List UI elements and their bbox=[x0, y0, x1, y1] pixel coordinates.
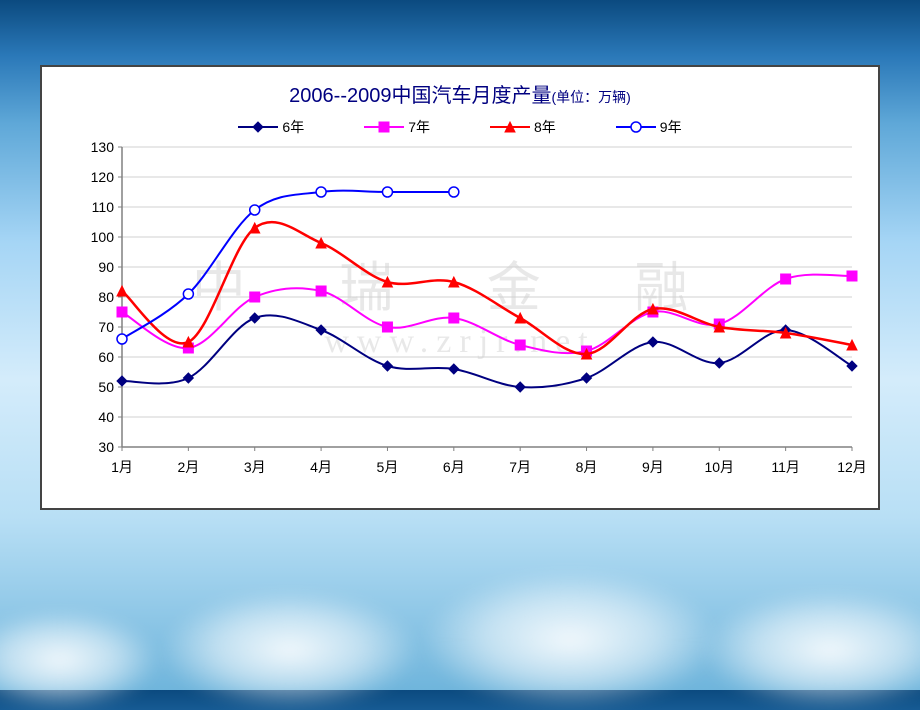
legend-item: 7年 bbox=[364, 117, 430, 137]
ytick-label: 80 bbox=[98, 289, 114, 305]
series-marker bbox=[382, 361, 392, 371]
legend-label: 7年 bbox=[408, 117, 430, 137]
xtick-label: 1月 bbox=[111, 457, 133, 477]
chart-title-main: 2006--2009中国汽车月度产量 bbox=[289, 85, 551, 107]
ytick-label: 130 bbox=[91, 139, 114, 155]
chart-container: 2006--2009中国汽车月度产量(单位：万辆) 6年7年8年9年 中 瑞 金… bbox=[40, 65, 880, 510]
series-marker bbox=[515, 340, 525, 350]
series-marker bbox=[449, 364, 459, 374]
series-marker bbox=[714, 358, 724, 368]
series-marker bbox=[117, 376, 127, 386]
legend-line bbox=[238, 126, 278, 128]
ytick-label: 40 bbox=[98, 409, 114, 425]
legend-line bbox=[616, 126, 656, 128]
ytick-label: 110 bbox=[92, 199, 114, 215]
ytick-label: 100 bbox=[91, 229, 114, 245]
xtick-label: 6月 bbox=[443, 457, 465, 477]
series-marker bbox=[515, 313, 525, 323]
series-line bbox=[122, 275, 852, 354]
series-marker bbox=[382, 322, 392, 332]
series-marker bbox=[250, 205, 260, 215]
xtick-label: 10月 bbox=[704, 457, 734, 477]
ytick-label: 90 bbox=[98, 259, 114, 275]
series-marker bbox=[117, 307, 127, 317]
series-line bbox=[122, 315, 852, 387]
xtick-label: 7月 bbox=[509, 457, 531, 477]
xtick-label: 2月 bbox=[177, 457, 199, 477]
ytick-label: 60 bbox=[98, 349, 114, 365]
xtick-label: 9月 bbox=[642, 457, 664, 477]
ytick-label: 30 bbox=[98, 439, 114, 455]
legend-marker-icon bbox=[377, 120, 391, 134]
legend-item: 8年 bbox=[490, 117, 556, 137]
series-marker bbox=[515, 382, 525, 392]
ytick-label: 120 bbox=[91, 169, 114, 185]
series-marker bbox=[183, 373, 193, 383]
series-marker bbox=[250, 313, 260, 323]
ytick-label: 70 bbox=[98, 319, 114, 335]
decorative-cloud bbox=[420, 570, 720, 710]
xtick-label: 12月 bbox=[837, 457, 867, 477]
series-marker bbox=[781, 274, 791, 284]
series-marker bbox=[648, 337, 658, 347]
plot-area: 304050607080901001101201301月2月3月4月5月6月7月… bbox=[122, 147, 852, 447]
series-marker bbox=[316, 238, 326, 248]
legend-item: 9年 bbox=[616, 117, 682, 137]
legend-marker-icon bbox=[629, 120, 643, 134]
legend-label: 6年 bbox=[282, 117, 304, 137]
series-marker bbox=[847, 271, 857, 281]
series-marker bbox=[183, 289, 193, 299]
xtick-label: 4月 bbox=[310, 457, 332, 477]
legend-label: 8年 bbox=[534, 117, 556, 137]
decorative-cloud bbox=[0, 610, 160, 710]
series-marker bbox=[449, 313, 459, 323]
series-marker bbox=[316, 187, 326, 197]
series-line bbox=[122, 191, 454, 339]
legend-line bbox=[490, 126, 530, 128]
decorative-cloud bbox=[700, 590, 920, 710]
series-marker bbox=[382, 187, 392, 197]
legend-line bbox=[364, 126, 404, 128]
plot-svg bbox=[122, 147, 852, 447]
series-marker bbox=[316, 286, 326, 296]
series-marker bbox=[250, 292, 260, 302]
decorative-cloud bbox=[160, 590, 420, 710]
chart-title-unit: (单位：万辆) bbox=[551, 89, 630, 105]
legend-label: 9年 bbox=[660, 117, 682, 137]
legend-marker-icon bbox=[503, 120, 517, 134]
series-marker bbox=[449, 187, 459, 197]
chart-title: 2006--2009中国汽车月度产量(单位：万辆) bbox=[42, 79, 878, 108]
legend-item: 6年 bbox=[238, 117, 304, 137]
legend-marker-icon bbox=[251, 120, 265, 134]
series-marker bbox=[847, 361, 857, 371]
xtick-label: 8月 bbox=[576, 457, 598, 477]
ytick-label: 50 bbox=[98, 379, 114, 395]
xtick-label: 3月 bbox=[244, 457, 266, 477]
chart-legend: 6年 7年 8年 9年 bbox=[42, 117, 878, 137]
xtick-label: 5月 bbox=[377, 457, 399, 477]
xtick-label: 11月 bbox=[771, 457, 800, 477]
series-marker bbox=[117, 286, 127, 296]
series-marker bbox=[582, 373, 592, 383]
series-line bbox=[122, 222, 852, 354]
series-marker bbox=[117, 334, 127, 344]
